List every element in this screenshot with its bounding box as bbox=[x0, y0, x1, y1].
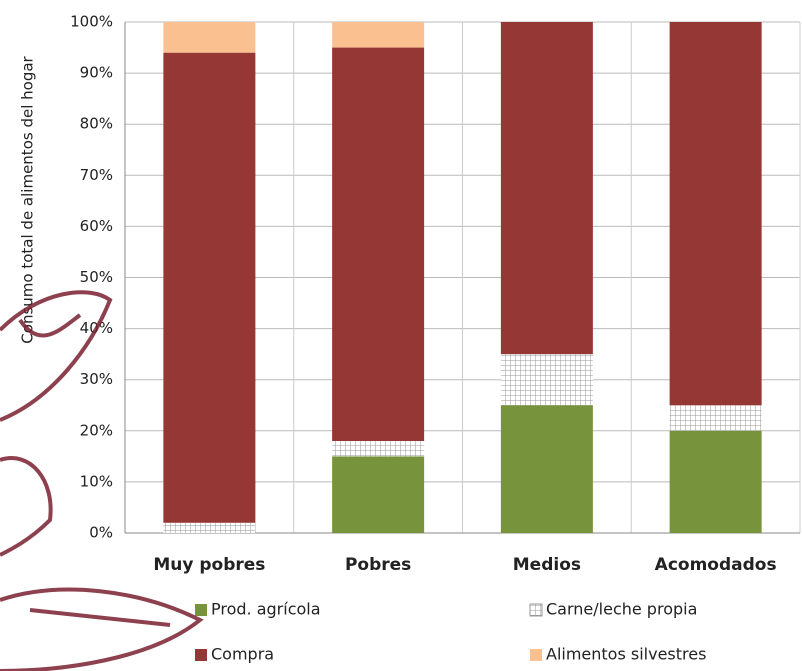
bar-segment bbox=[163, 522, 256, 533]
y-tick-label: 90% bbox=[80, 64, 113, 82]
legend-label: Carne/leche propia bbox=[546, 600, 697, 619]
y-tick-label: 80% bbox=[80, 115, 113, 133]
bar-segment bbox=[332, 456, 425, 533]
bar-segment bbox=[500, 405, 593, 533]
legend-swatch bbox=[529, 603, 543, 617]
bar-segment bbox=[500, 22, 593, 355]
bar-segment bbox=[669, 430, 762, 533]
bar-segment bbox=[163, 22, 256, 53]
y-axis-label: Consumo total de alimentos del hogar bbox=[19, 55, 37, 343]
bar-segment bbox=[500, 354, 593, 406]
bar-segment bbox=[669, 22, 762, 406]
bar-segment bbox=[669, 405, 762, 431]
bar-segment bbox=[332, 22, 425, 48]
x-tick-label: Pobres bbox=[345, 555, 411, 575]
y-tick-label: 10% bbox=[80, 472, 113, 490]
legend-swatch bbox=[195, 604, 207, 616]
y-tick-label: 70% bbox=[80, 166, 113, 184]
legend-label: Prod. agrícola bbox=[211, 600, 321, 619]
y-tick-label: 0% bbox=[89, 524, 113, 542]
bar-segment bbox=[163, 52, 256, 523]
y-tick-label: 100% bbox=[70, 13, 113, 31]
y-tick-label: 50% bbox=[80, 268, 113, 286]
legend-label: Compra bbox=[211, 645, 274, 664]
legend-swatch bbox=[195, 649, 207, 661]
legend-swatch bbox=[530, 649, 542, 661]
x-tick-label: Acomodados bbox=[655, 555, 777, 575]
bar-segment bbox=[332, 47, 425, 442]
legend-label: Alimentos silvestres bbox=[546, 645, 706, 664]
y-tick-label: 30% bbox=[80, 370, 113, 388]
y-tick-label: 60% bbox=[80, 217, 113, 235]
x-tick-label: Medios bbox=[513, 555, 581, 575]
x-tick-label: Muy pobres bbox=[153, 555, 265, 575]
y-tick-label: 20% bbox=[80, 421, 113, 439]
bar-segment bbox=[332, 441, 425, 457]
decoration bbox=[0, 290, 204, 671]
